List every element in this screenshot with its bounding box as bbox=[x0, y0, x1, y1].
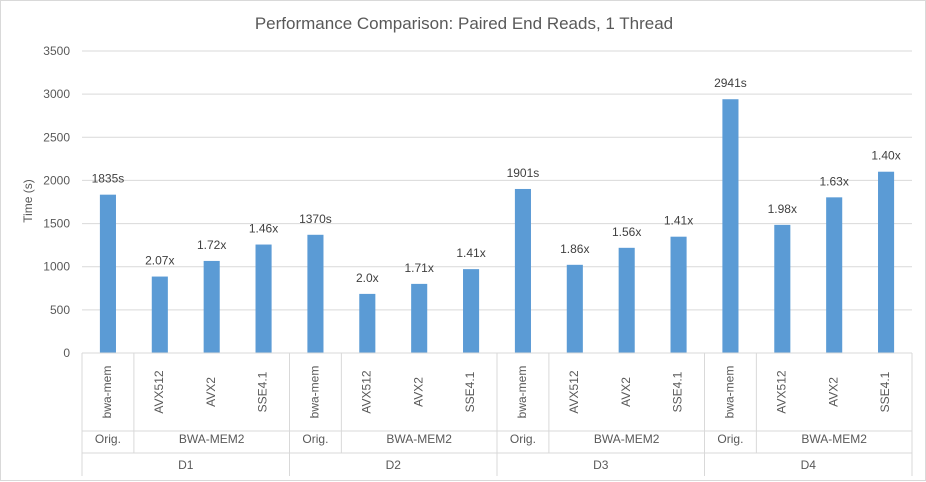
bar-data-label: 1.98x bbox=[768, 202, 797, 216]
subgroup-label: BWA-MEM2 bbox=[386, 432, 452, 446]
bar bbox=[255, 244, 272, 353]
bar-data-label: 1.40x bbox=[871, 149, 900, 163]
bar bbox=[307, 234, 324, 353]
chart-title: Performance Comparison: Paired End Reads… bbox=[255, 14, 673, 33]
y-tick-label: 2000 bbox=[43, 173, 70, 187]
bar bbox=[463, 269, 480, 353]
bar-data-label: 1.72x bbox=[197, 238, 226, 252]
x-tick-label: bwa-mem bbox=[308, 366, 322, 419]
group-label: D3 bbox=[593, 458, 609, 472]
bar bbox=[151, 276, 168, 353]
bar bbox=[618, 247, 635, 353]
group-label: D2 bbox=[386, 458, 402, 472]
bar-data-label: 1.46x bbox=[249, 222, 278, 236]
x-tick-label: AVX512 bbox=[774, 370, 788, 413]
bar bbox=[566, 264, 583, 353]
bar bbox=[670, 236, 687, 353]
y-tick-label: 1000 bbox=[43, 260, 70, 274]
subgroup-label: Orig. bbox=[510, 432, 536, 446]
bar-data-label: 1.56x bbox=[612, 225, 641, 239]
subgroup-label: BWA-MEM2 bbox=[801, 432, 867, 446]
y-axis-label: Time (s) bbox=[21, 179, 35, 223]
bar-data-label: 1.86x bbox=[560, 242, 589, 256]
subgroup-label: Orig. bbox=[717, 432, 743, 446]
x-tick-label: SSE4.1 bbox=[878, 371, 892, 412]
bar-data-label: 1.63x bbox=[820, 174, 849, 188]
x-tick-label: SSE4.1 bbox=[463, 371, 477, 412]
bar-data-label: 1.71x bbox=[405, 261, 434, 275]
x-tick-label: SSE4.1 bbox=[671, 371, 685, 412]
bar bbox=[878, 171, 895, 353]
subgroup-label: BWA-MEM2 bbox=[179, 432, 245, 446]
x-tick-label: bwa-mem bbox=[723, 366, 737, 419]
bar bbox=[411, 283, 428, 353]
x-tick-label: AVX512 bbox=[359, 370, 373, 413]
bar-data-label: 2.0x bbox=[356, 271, 379, 285]
bar-data-label: 1835s bbox=[92, 172, 125, 186]
bar-data-label: 1.41x bbox=[456, 246, 485, 260]
bar bbox=[826, 197, 843, 353]
x-tick-label: AVX512 bbox=[152, 370, 166, 413]
bar bbox=[514, 188, 531, 353]
subgroup-label: Orig. bbox=[95, 432, 121, 446]
x-tick-label: AVX2 bbox=[204, 377, 218, 407]
bar bbox=[774, 224, 791, 353]
bar bbox=[203, 260, 220, 353]
group-label: D4 bbox=[801, 458, 817, 472]
y-tick-label: 0 bbox=[63, 346, 70, 360]
x-tick-label: bwa-mem bbox=[515, 366, 529, 419]
group-label: D1 bbox=[178, 458, 194, 472]
subgroup-label: Orig. bbox=[302, 432, 328, 446]
bar bbox=[722, 99, 739, 354]
x-tick-label: AVX2 bbox=[411, 377, 425, 407]
x-tick-label: AVX2 bbox=[619, 377, 633, 407]
y-tick-label: 3000 bbox=[43, 87, 70, 101]
bar-data-label: 1370s bbox=[299, 212, 332, 226]
bar-data-label: 1901s bbox=[507, 166, 540, 180]
bar-data-label: 2941s bbox=[714, 76, 747, 90]
gridlines: 0 500 1000 1500 2000 2500 3000 3500 bbox=[43, 44, 912, 360]
y-tick-label: 500 bbox=[50, 303, 70, 317]
y-tick-label: 3500 bbox=[43, 44, 70, 58]
subgroup-label: BWA-MEM2 bbox=[594, 432, 660, 446]
x-tick-label: AVX512 bbox=[567, 370, 581, 413]
bar bbox=[99, 194, 116, 353]
y-tick-label: 1500 bbox=[43, 217, 70, 231]
x-tick-label: SSE4.1 bbox=[256, 371, 270, 412]
bar-data-label: 1.41x bbox=[664, 214, 693, 228]
x-tick-label: AVX2 bbox=[826, 377, 840, 407]
x-axis: bwa-mem AVX512 AVX2 SSE4.1 bwa-mem AVX512 AVX2… bbox=[81, 352, 913, 476]
x-tick-label: bwa-mem bbox=[100, 366, 114, 419]
y-tick-label: 2500 bbox=[43, 130, 70, 144]
bar bbox=[359, 293, 376, 353]
bar-data-label: 2.07x bbox=[145, 254, 174, 268]
bars: 1835s 2.07x 1.72x 1.46x 1370s 2.0x 1.71x 1.41x 1… bbox=[92, 76, 901, 354]
